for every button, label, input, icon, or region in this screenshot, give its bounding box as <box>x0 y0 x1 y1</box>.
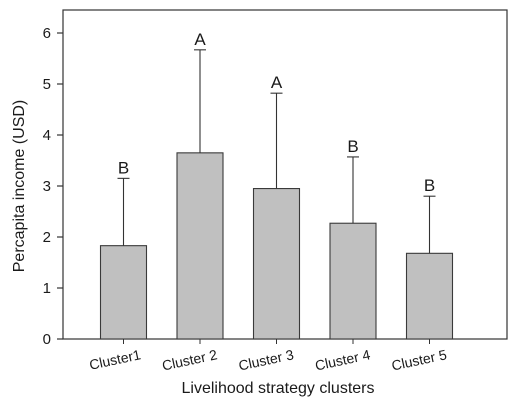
bar-2 <box>176 152 224 340</box>
y-tick-label: 3 <box>43 178 51 195</box>
x-tick-label-3: Cluster 3 <box>237 346 295 373</box>
y-tick-label: 6 <box>43 25 51 42</box>
y-tick-label: 1 <box>43 280 51 297</box>
y-axis: 0 1 2 3 4 5 6 <box>43 25 63 348</box>
x-tick-label-5: Cluster 5 <box>390 346 448 373</box>
significance-label-5: B <box>424 176 435 195</box>
significance-label-3: A <box>271 73 283 92</box>
significance-label-1: B <box>118 158 129 177</box>
x-tick-label-2: Cluster 2 <box>160 346 218 373</box>
y-tick-label: 5 <box>43 76 51 93</box>
significance-label-4: B <box>347 137 358 156</box>
bar-1 <box>99 245 148 340</box>
significance-labels-layer: B A A B B <box>118 30 435 195</box>
x-axis: Cluster1 Cluster 2 Cluster 3 Cluster 4 Clust… <box>88 339 448 374</box>
y-tick-label: 4 <box>43 127 51 144</box>
bar-4 <box>329 222 377 340</box>
significance-label-2: A <box>194 30 206 49</box>
x-axis-title: Livelihood strategy clusters <box>182 380 375 397</box>
x-tick-label-1: Cluster1 <box>88 346 143 373</box>
bar-3 <box>252 188 301 340</box>
y-axis-title: Percapita income (USD) <box>11 100 28 273</box>
y-tick-label: 2 <box>43 229 51 246</box>
error-bars-layer <box>117 49 436 254</box>
y-tick-label: 0 <box>43 331 51 348</box>
bar-5 <box>405 252 454 340</box>
x-tick-label-4: Cluster 4 <box>313 346 371 373</box>
